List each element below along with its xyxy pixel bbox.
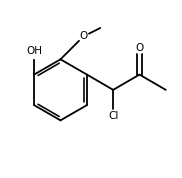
Text: Cl: Cl — [108, 111, 118, 121]
Text: OH: OH — [26, 46, 42, 56]
Text: O: O — [135, 43, 144, 53]
Text: O: O — [79, 32, 88, 41]
